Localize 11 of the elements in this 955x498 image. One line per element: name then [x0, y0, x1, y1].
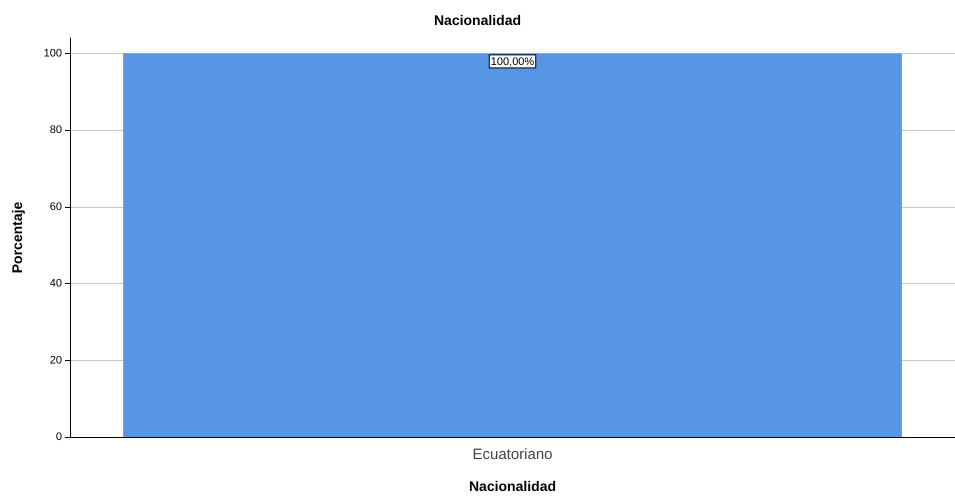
- data-label: 100,00%: [490, 56, 534, 68]
- y-tick-label: 0: [56, 431, 62, 443]
- x-axis-title: Nacionalidad: [468, 478, 556, 494]
- y-tick-label: 80: [50, 124, 62, 136]
- y-tick-label: 20: [50, 354, 62, 366]
- y-tick-label: 60: [50, 200, 62, 213]
- chart-title: Nacionalidad: [434, 12, 522, 28]
- x-tick-label: Ecuatoriano: [472, 446, 553, 463]
- y-axis-title: Porcentaje: [9, 201, 25, 274]
- y-tick-label: 40: [50, 278, 62, 290]
- y-tick-label: 100: [44, 47, 62, 60]
